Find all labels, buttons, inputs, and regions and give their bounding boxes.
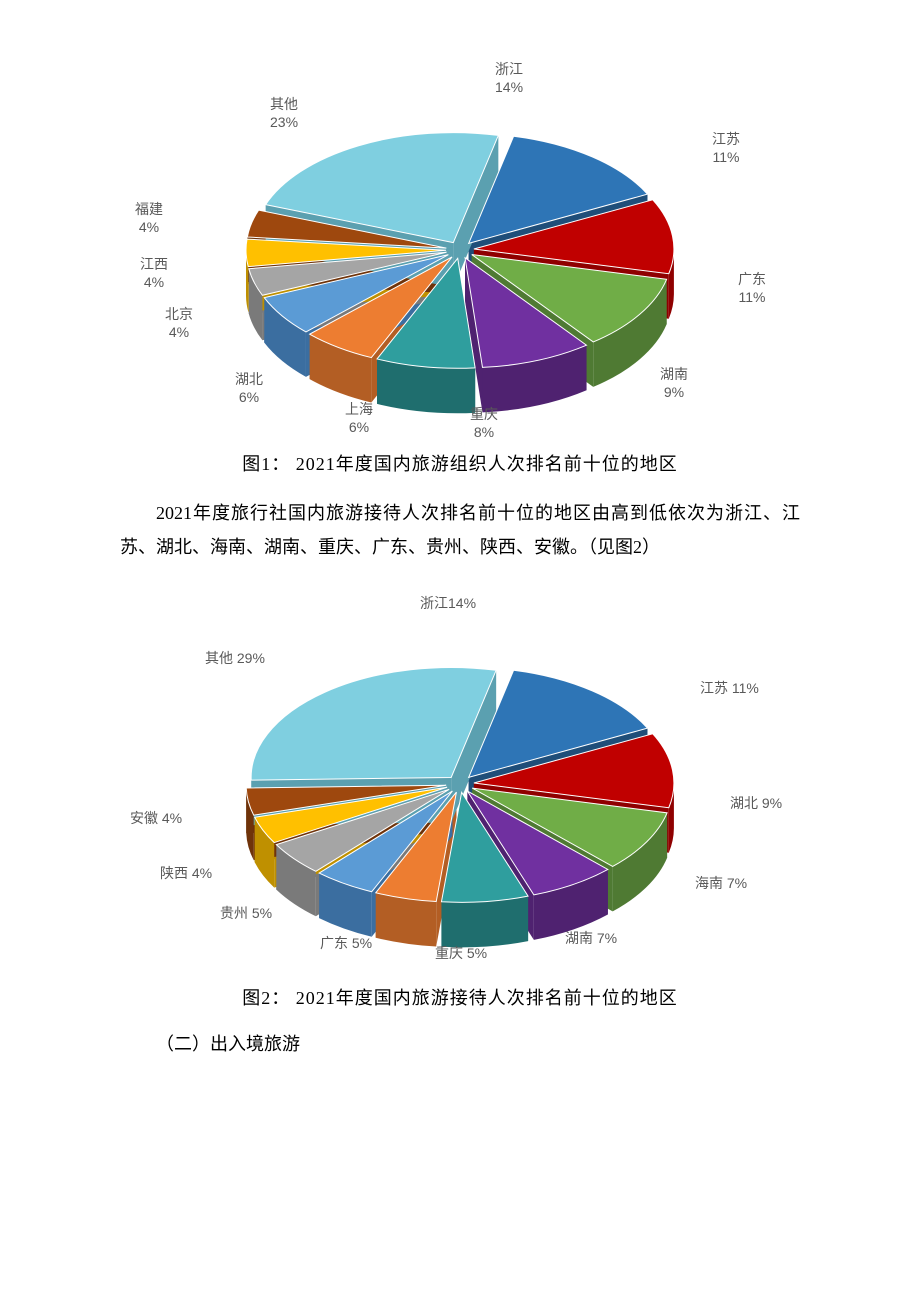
pie-slice-label: 湖南9% — [660, 365, 688, 401]
chart1-container: 浙江14% 江苏11% 广东11% 湖南9% 重庆8% 上海6% 湖北6% 北京4% 江西4% 福… — [100, 60, 820, 440]
pie-slice-label: 湖南 7% — [565, 929, 617, 947]
pie-slice-label: 陕西 4% — [160, 864, 212, 882]
pie-slice-label: 江苏11% — [712, 130, 740, 166]
pie-slice-label: 广东 5% — [320, 934, 372, 952]
pie-slice-label: 浙江14% — [495, 60, 523, 96]
pie-slice-label: 北京4% — [165, 305, 193, 341]
section-2-heading: （二）出入境旅游 — [120, 1030, 800, 1056]
pie-slice-label: 重庆8% — [470, 405, 498, 441]
pie-slice-label: 上海6% — [345, 400, 373, 436]
pie-slice-label: 福建4% — [135, 200, 163, 236]
chart1-pie — [100, 60, 820, 440]
document-page: 浙江14% 江苏11% 广东11% 湖南9% 重庆8% 上海6% 湖北6% 北京4% 江西4% 福… — [0, 0, 920, 1096]
pie-slice-label: 安徽 4% — [130, 809, 182, 827]
pie-slice-label: 湖北 9% — [730, 794, 782, 812]
pie-slice-label: 广东11% — [738, 270, 766, 306]
pie-slice-label: 贵州 5% — [220, 904, 272, 922]
chart1-caption: 图1： 2021年度国内旅游组织人次排名前十位的地区 — [100, 450, 820, 476]
pie-slice-label: 湖北6% — [235, 370, 263, 406]
chart2-container: 浙江14% 江苏 11% 湖北 9% 海南 7% 湖南 7% 重庆 5% 广东 5% 贵州 5… — [100, 594, 820, 974]
pie-slice-label: 重庆 5% — [435, 944, 487, 962]
pie-slice-label: 其他23% — [270, 95, 298, 131]
pie-slice-label: 其他 29% — [205, 649, 265, 667]
pie-slice-label: 江西4% — [140, 255, 168, 291]
pie-slice-label: 江苏 11% — [700, 679, 759, 697]
paragraph-1: 2021年度旅行社国内旅游接待人次排名前十位的地区由高到低依次为浙江、江苏、湖北… — [120, 496, 800, 564]
chart2-caption: 图2： 2021年度国内旅游接待人次排名前十位的地区 — [100, 984, 820, 1010]
pie-slice-label: 海南 7% — [695, 874, 747, 892]
pie-slice-label: 浙江14% — [420, 594, 476, 612]
